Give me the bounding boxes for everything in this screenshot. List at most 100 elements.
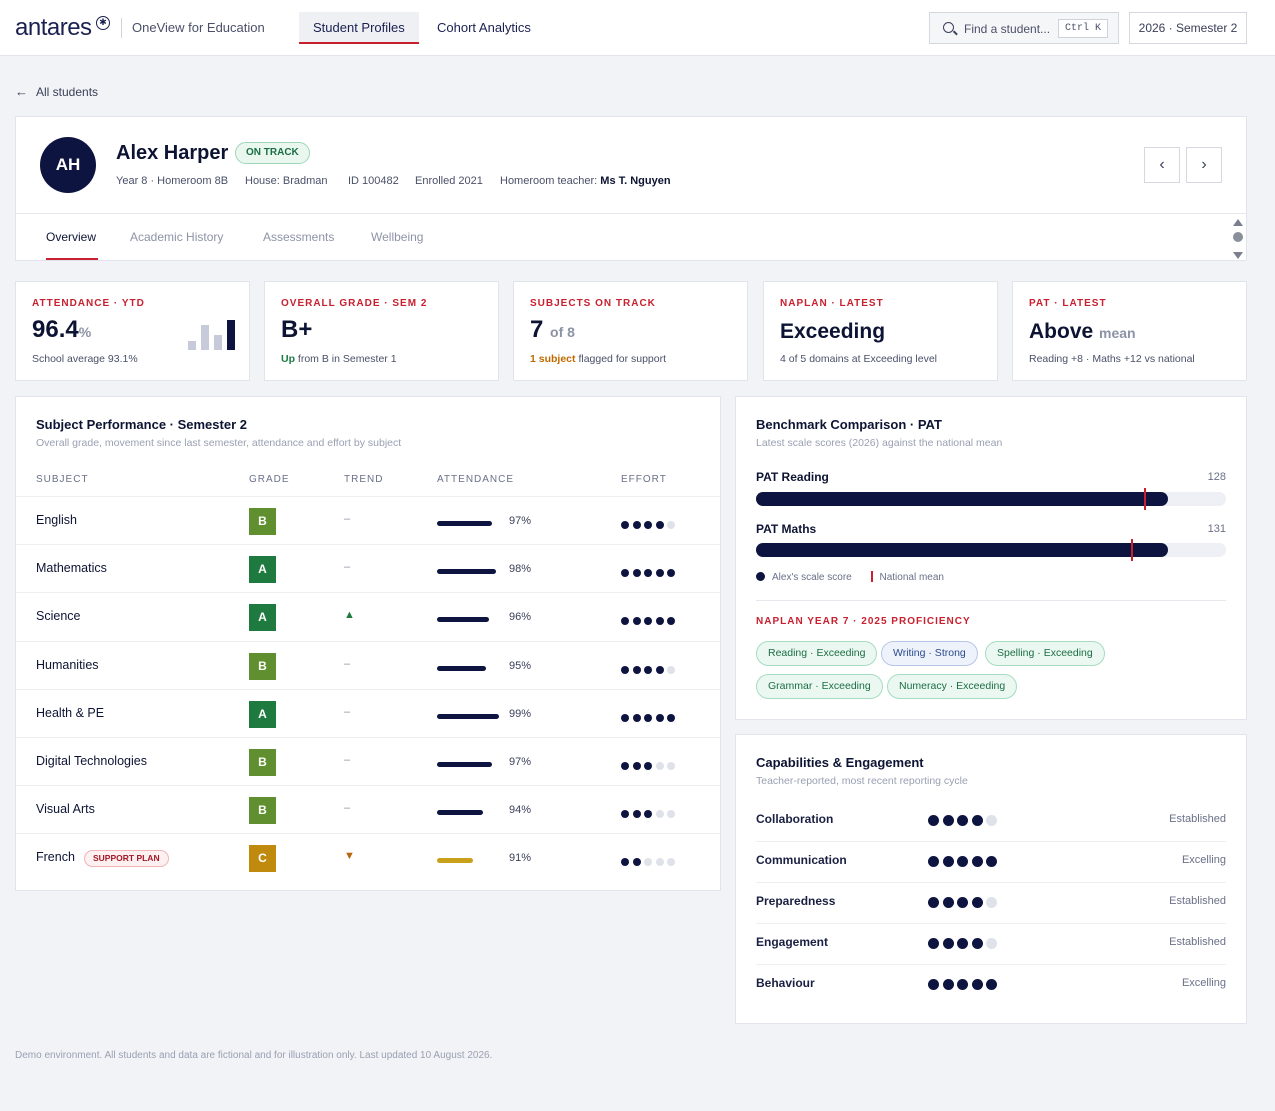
trend-down-icon: ▼ (344, 850, 355, 863)
proficiency-chip[interactable]: Reading · Exceeding (756, 641, 878, 666)
table-row[interactable]: English B – 97% (16, 496, 720, 544)
tab-wellbeing[interactable]: Wellbeing (371, 230, 424, 244)
grade-badge: A (249, 604, 276, 632)
search-box[interactable]: Find a student... Ctrl K (929, 12, 1119, 44)
nav-tab-student-profiles[interactable]: Student Profiles (299, 12, 419, 44)
nav-tab-cohort-analytics[interactable]: Cohort Analytics (437, 20, 531, 35)
tab-assessments[interactable]: Assessments (263, 230, 335, 244)
capability-row: Collaboration Established (756, 812, 1226, 853)
meta-enrolled: Enrolled 2021 (415, 175, 483, 187)
scroll-up-icon[interactable] (1233, 219, 1243, 226)
table-row[interactable]: Humanities B – 95% (16, 640, 720, 689)
trend-flat-indicator: – (344, 754, 351, 766)
column-header-effort: EFFORT (621, 474, 667, 485)
table-row[interactable]: French SUPPORT PLAN C ▼ 91% (16, 833, 720, 881)
effort-rating (621, 853, 679, 871)
panel-subtitle: Teacher-reported, most recent reporting … (756, 775, 968, 787)
effort-rating (621, 661, 679, 679)
trend-up-icon: ▲ (344, 609, 355, 622)
rating-dot (957, 979, 968, 990)
column-header-subject: SUBJECT (36, 474, 89, 485)
attendance-percent: 95% (509, 659, 532, 672)
grade-badge: B (249, 508, 276, 535)
effort-dot (632, 713, 641, 722)
back-link-label: All students (36, 85, 99, 99)
rating-dot (986, 938, 997, 949)
subject-name: Mathematics (36, 561, 107, 576)
effort-dot (632, 810, 641, 819)
kpi-label: ATTENDANCE · YTD (32, 298, 145, 309)
table-row[interactable]: Science A ▲ 96% (16, 592, 720, 640)
benchmark-legend: Alex's scale score National mean (756, 571, 944, 583)
table-row[interactable]: Mathematics A – 98% (16, 544, 720, 592)
back-link[interactable]: ← All students (15, 84, 98, 99)
attendance-bar (437, 713, 499, 719)
kpi-label: NAPLAN · LATEST (780, 298, 884, 309)
subject-name: French (36, 850, 75, 865)
kpi-label: SUBJECTS ON TRACK (530, 298, 656, 309)
sparkbar (214, 335, 222, 350)
divider (756, 600, 1226, 601)
proficiency-chip[interactable]: Grammar · Exceeding (756, 674, 883, 699)
effort-dot (621, 762, 629, 770)
previous-student-button[interactable]: ‹ (1144, 147, 1180, 183)
rating-dot (957, 856, 968, 867)
table-row[interactable]: Digital Technologies B – 97% (16, 737, 720, 785)
tab-academic-history[interactable]: Academic History (130, 230, 224, 244)
effort-dot (655, 713, 664, 722)
subject-name: Digital Technologies (36, 754, 147, 768)
column-header-attendance: ATTENDANCE (437, 474, 515, 485)
attendance-percent: 98% (509, 563, 532, 576)
rating-dot (942, 897, 954, 908)
benchmark-fill-maths (756, 543, 1169, 557)
column-header-grade: GRADE (249, 474, 290, 485)
benchmark-bar-reading (756, 488, 1226, 510)
capability-rating (928, 854, 1001, 872)
term-selector[interactable]: 2026 · Semester 2 (1129, 12, 1247, 44)
search-input[interactable]: Find a student... (964, 22, 1051, 36)
capability-rating (928, 936, 1001, 954)
proficiency-chip[interactable]: Numeracy · Exceeding (887, 674, 1018, 699)
capability-row: Behaviour Excelling (756, 976, 1226, 1017)
scroll-down-icon[interactable] (1233, 252, 1243, 259)
rating-dot (942, 815, 954, 826)
proficiency-chip[interactable]: Spelling · Exceeding (985, 641, 1105, 666)
meta-teacher-label: Homeroom teacher: (500, 175, 598, 187)
trend-flat-indicator: – (344, 657, 351, 670)
effort-dot (644, 858, 652, 867)
attendance-percent: 97% (509, 515, 532, 527)
kpi-subtext: Up from B in Semester 1 (281, 353, 397, 365)
logo-divider (121, 18, 122, 38)
effort-dot (632, 762, 641, 770)
effort-dot (655, 810, 664, 819)
next-student-button[interactable]: › (1186, 147, 1222, 183)
table-row[interactable]: Visual Arts B – 94% (16, 785, 720, 833)
capability-name: Behaviour (756, 976, 815, 990)
proficiency-chip[interactable]: Writing · Strong (881, 641, 978, 666)
active-tab-indicator (46, 258, 98, 260)
attendance-trend-sparkbars (188, 320, 236, 350)
effort-dot (632, 858, 641, 867)
panel-title: Benchmark Comparison · PAT (756, 417, 942, 432)
tab-overview[interactable]: Overview (46, 230, 97, 244)
effort-dot (632, 665, 641, 674)
effort-dot (621, 713, 629, 722)
effort-rating (621, 709, 679, 727)
kpi-overall-grade: OVERALL GRADE · SEM 2 B+ Up from B in Se… (264, 281, 499, 381)
subject-name: Science (36, 609, 81, 624)
effort-dot (621, 810, 629, 819)
effort-dot (644, 617, 652, 626)
logo[interactable]: antares (15, 14, 92, 41)
scroll-thumb[interactable] (1233, 232, 1243, 242)
tab-scrollbar[interactable] (1232, 217, 1244, 261)
effort-dot (667, 665, 675, 674)
support-plan-badge: SUPPORT PLAN (84, 850, 169, 868)
rating-dot (971, 938, 983, 949)
rating-dot (942, 856, 954, 867)
kpi-value: Exceeding (780, 320, 886, 343)
table-row[interactable]: Health & PE A – 99% (16, 688, 720, 737)
divider (756, 964, 1226, 965)
trend-flat-indicator: – (344, 513, 351, 525)
attendance-percent: 91% (509, 852, 532, 865)
effort-dot (644, 521, 652, 529)
